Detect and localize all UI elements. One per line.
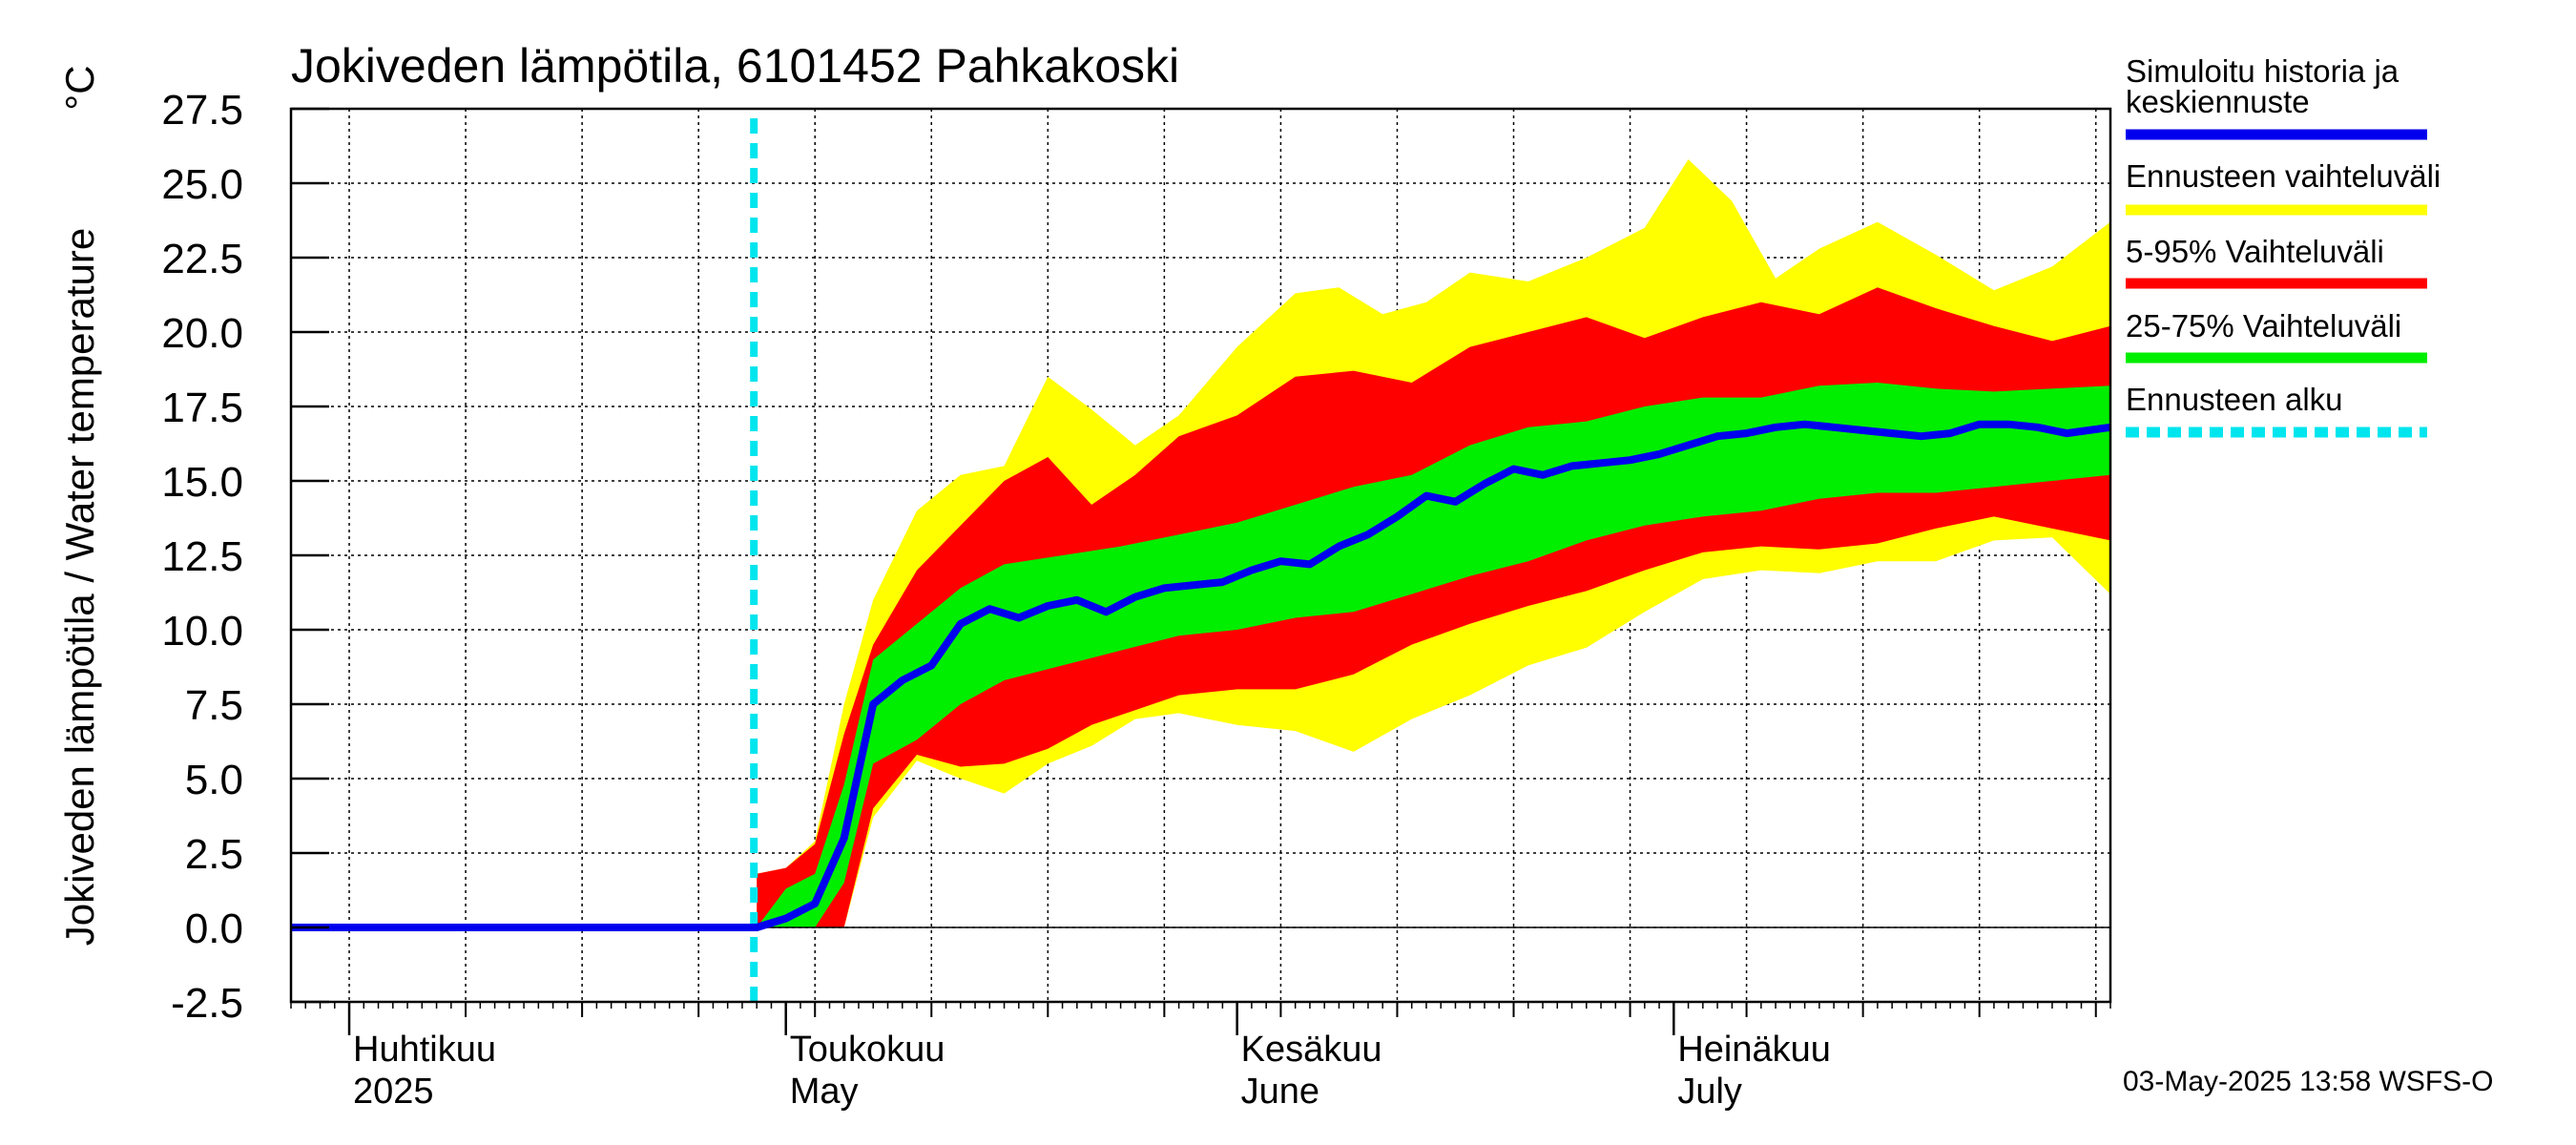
legend-label: 5-95% Vaihteluväli: [2126, 234, 2384, 269]
y-tick-label: 5.0: [185, 757, 243, 803]
y-tick-label: 12.5: [161, 533, 243, 580]
x-month-label: Kesäkuu: [1241, 1030, 1382, 1070]
y-axis-unit: °C: [57, 65, 102, 110]
legend-label: Ennusteen alku: [2126, 382, 2343, 417]
median-line-layer: [291, 118, 2111, 1002]
y-tick-label: 2.5: [185, 831, 243, 878]
legend-label: 25-75% Vaihteluväli: [2126, 308, 2401, 344]
y-tick-label: 7.5: [185, 682, 243, 729]
y-tick-label: 22.5: [161, 236, 243, 282]
x-month-sublabel: 2025: [353, 1072, 434, 1112]
y-tick-label: 27.5: [161, 87, 243, 134]
x-month-sublabel: May: [790, 1072, 859, 1112]
footer-timestamp: 03-May-2025 13:58 WSFS-O: [2123, 1066, 2494, 1097]
y-tick-label: -2.5: [171, 980, 243, 1027]
p25-75-band: [757, 383, 2111, 927]
x-month-label: Huhtikuu: [353, 1030, 496, 1070]
y-tick-label: 20.0: [161, 310, 243, 357]
x-month-label: Heinäkuu: [1677, 1030, 1831, 1070]
y-tick-label: 15.0: [161, 459, 243, 506]
y-axis-label: Jokiveden lämpötila / Water temperature: [57, 228, 102, 946]
y-tick-label: 10.0: [161, 608, 243, 655]
legend-label: Ennusteen vaihteluväli: [2126, 158, 2441, 194]
y-tick-label: 17.5: [161, 385, 243, 431]
legend-label: Simuloitu historia ja: [2126, 53, 2399, 89]
y-tick-label: 25.0: [161, 161, 243, 208]
x-month-label: Toukokuu: [790, 1030, 945, 1070]
x-month-sublabel: June: [1241, 1072, 1319, 1112]
y-tick-label: 0.0: [185, 906, 243, 952]
legend-label: keskiennuste: [2126, 84, 2310, 119]
median-line: [291, 420, 2111, 931]
axes: 27.5 25.0 22.5 20.0 17.5 15.0 12.5 10.0 7.5 5.0 2.…: [161, 87, 2111, 1112]
chart-title: Jokiveden lämpötila, 6101452 Pahkakoski: [291, 39, 1179, 93]
x-month-sublabel: July: [1677, 1072, 1742, 1112]
